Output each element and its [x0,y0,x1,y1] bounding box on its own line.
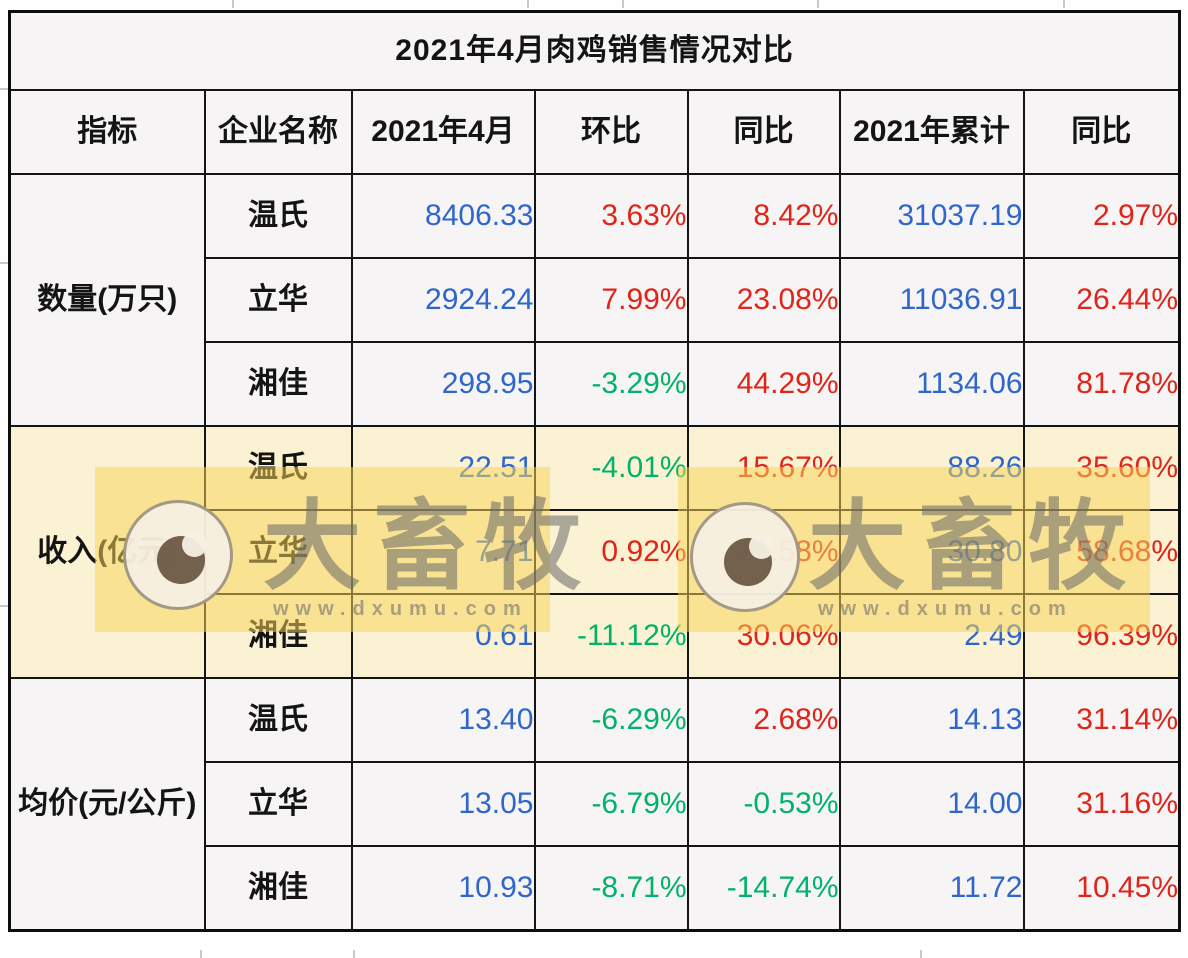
value-cell: 13.40 [350,677,536,763]
header-cell-mom: 环比 [533,89,689,175]
value-cell: 35.60% [1022,425,1181,511]
value-cell: -0.53% [686,761,841,847]
value-cell: 8406.33 [350,173,536,259]
gridline-stub [0,262,8,264]
gridline-stub [920,950,922,958]
value-cell: 2.97% [1022,173,1181,259]
value-cell: 30.80 [838,509,1025,595]
gridline-stub [0,88,8,90]
sales-comparison-table: 2021年4月肉鸡销售情况对比 指标 企业名称 2021年4月 环比 同比 20… [8,10,1182,932]
company-cell: 立华 [203,761,353,847]
header-row: 指标 企业名称 2021年4月 环比 同比 2021年累计 同比 [8,89,1181,175]
value-cell: -3.29% [533,341,689,427]
value-cell: 10.45% [1022,845,1181,932]
table-row: 均价(元/公斤) 温氏 13.40 -6.29% 2.68% 14.13 31.… [8,677,1181,932]
table-row: 湘佳 10.93 -8.71% -14.74% 11.72 10.45% [10,845,1181,932]
value-cell: -4.01% [533,425,689,511]
header-cell-yoy: 同比 [686,89,841,175]
value-cell: 2.68% [686,677,841,763]
value-cell: 1134.06 [838,341,1025,427]
value-cell: 30.06% [686,593,841,679]
value-cell: 26.44% [1022,257,1181,343]
value-cell: 31.14% [1022,677,1181,763]
table-row: 数量(万只) 温氏 8406.33 3.63% 8.42% 31037.19 2… [8,173,1181,427]
value-cell: -11.12% [533,593,689,679]
value-cell: 0.61 [350,593,536,679]
value-cell: 2.49 [838,593,1025,679]
value-cell: 81.78% [1022,341,1181,427]
gridline-stub [622,0,624,8]
value-cell: 44.29% [686,341,841,427]
header-cell-cum-yoy: 同比 [1022,89,1181,175]
value-cell: -6.79% [533,761,689,847]
company-cell: 湘佳 [203,593,353,679]
header-cell-metric: 指标 [8,89,206,175]
gridline-stub [0,605,8,607]
value-cell: -6.29% [533,677,689,763]
value-cell: 88.26 [838,425,1025,511]
gridline-stub [232,0,234,8]
value-cell: 15.67% [686,425,841,511]
value-cell: 8.42% [686,173,841,259]
metric-label-quantity: 数量(万只) [8,173,206,427]
value-cell: 31.16% [1022,761,1181,847]
gridline-stub [1063,0,1065,8]
company-cell: 温氏 [203,425,353,511]
page-title: 2021年4月肉鸡销售情况对比 [8,10,1181,91]
company-cell: 立华 [203,257,353,343]
value-cell: 7.99% [533,257,689,343]
value-cell: 22.51 [350,425,536,511]
value-cell: 11.72 [838,845,1025,932]
table-row: 立华 13.05 -6.79% -0.53% 14.00 31.16% [10,761,1181,847]
value-cell: 11036.91 [838,257,1025,343]
value-cell: -14.74% [686,845,841,932]
title-row: 2021年4月肉鸡销售情况对比 [8,10,1181,91]
table-row: 立华 2924.24 7.99% 23.08% 11036.91 26.44% [10,257,1181,343]
value-cell: -8.71% [533,845,689,932]
value-cell: 22.58% [686,509,841,595]
company-cell: 立华 [203,509,353,595]
header-cell-cumulative: 2021年累计 [838,89,1025,175]
value-cell: 58.68% [1022,509,1181,595]
metric-label-revenue: 收入(亿元) [8,425,206,679]
gridline-stub [200,950,202,958]
gridline-stub [353,950,355,958]
value-cell: 0.92% [533,509,689,595]
table-row: 湘佳 298.95 -3.29% 44.29% 1134.06 81.78% [10,341,1181,427]
value-cell: 10.93 [350,845,536,932]
value-cell: 2924.24 [350,257,536,343]
header-cell-april: 2021年4月 [350,89,536,175]
gridline-stub [817,0,819,8]
company-cell: 温氏 [203,677,353,763]
table-row: 收入(亿元) 温氏 22.51 -4.01% 15.67% 88.26 35.6… [8,425,1181,679]
value-cell: 298.95 [350,341,536,427]
value-cell: 14.13 [838,677,1025,763]
value-cell: 23.08% [686,257,841,343]
value-cell: 13.05 [350,761,536,847]
gridline-stub [527,0,529,8]
company-cell: 湘佳 [203,845,353,932]
value-cell: 3.63% [533,173,689,259]
header-cell-company: 企业名称 [203,89,353,175]
company-cell: 湘佳 [203,341,353,427]
value-cell: 31037.19 [838,173,1025,259]
company-cell: 温氏 [203,173,353,259]
value-cell: 14.00 [838,761,1025,847]
metric-label-price: 均价(元/公斤) [8,677,206,932]
value-cell: 96.39% [1022,593,1181,679]
value-cell: 7.71 [350,509,536,595]
